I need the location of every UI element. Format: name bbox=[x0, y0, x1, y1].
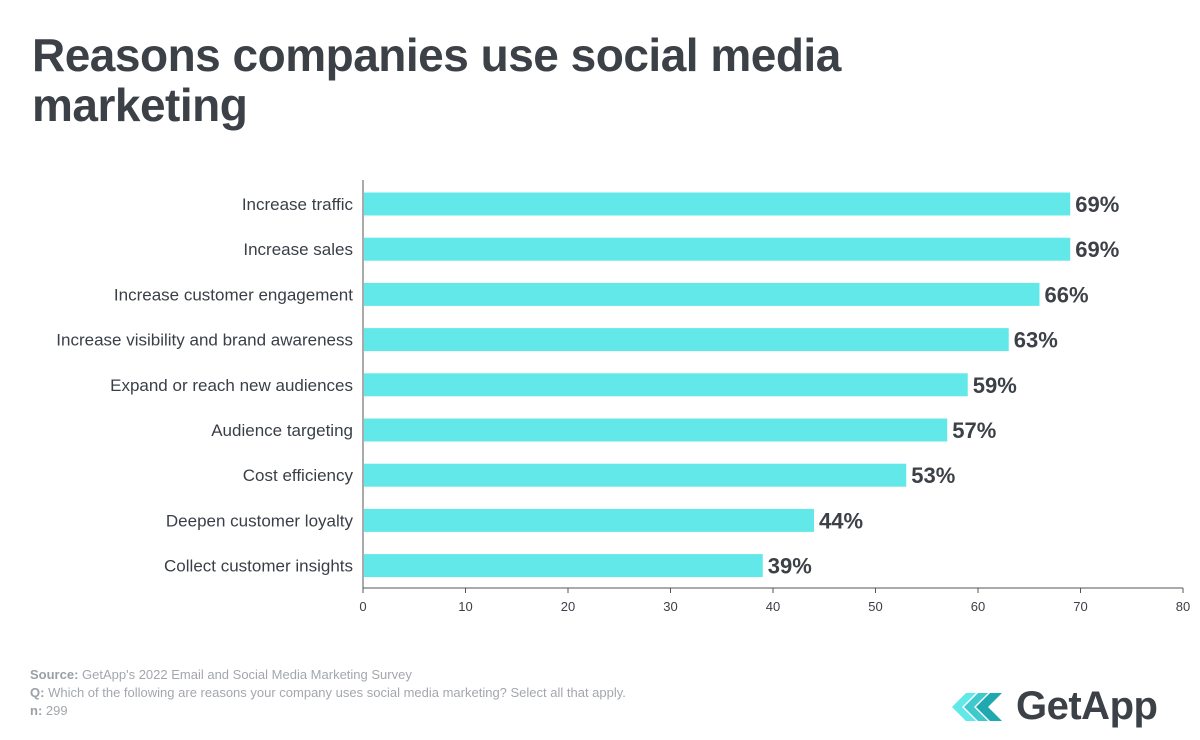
chart-footer: Source: GetApp's 2022 Email and Social M… bbox=[30, 666, 626, 720]
value-label: 57% bbox=[952, 418, 996, 443]
value-label: 53% bbox=[911, 463, 955, 488]
x-tick-label: 10 bbox=[458, 599, 472, 614]
bar bbox=[364, 508, 814, 532]
x-tick-label: 60 bbox=[971, 599, 985, 614]
bar bbox=[364, 373, 968, 397]
logo-text: GetApp bbox=[1016, 684, 1158, 728]
value-label: 69% bbox=[1075, 237, 1119, 262]
category-label: Increase sales bbox=[243, 240, 353, 259]
bar bbox=[364, 554, 763, 578]
x-tick-label: 20 bbox=[561, 599, 575, 614]
value-label: 66% bbox=[1045, 282, 1089, 307]
bar bbox=[364, 237, 1071, 261]
bar bbox=[364, 328, 1009, 352]
category-label: Increase traffic bbox=[242, 195, 354, 214]
value-label: 63% bbox=[1014, 328, 1058, 353]
value-label: 69% bbox=[1075, 192, 1119, 217]
category-label: Deepen customer loyalty bbox=[166, 511, 354, 530]
value-label: 39% bbox=[768, 554, 812, 579]
chart-title: Reasons companies use social media marke… bbox=[32, 29, 841, 131]
bar bbox=[364, 282, 1040, 306]
bar bbox=[364, 463, 907, 487]
x-tick-label: 30 bbox=[663, 599, 677, 614]
bar bbox=[364, 192, 1071, 216]
category-label: Increase customer engagement bbox=[114, 285, 353, 304]
x-tick-label: 80 bbox=[1176, 599, 1190, 614]
x-tick-label: 40 bbox=[766, 599, 780, 614]
getapp-logo: GetApp bbox=[952, 684, 1158, 729]
category-label: Increase visibility and brand awareness bbox=[56, 331, 353, 350]
x-tick-label: 0 bbox=[359, 599, 366, 614]
category-label: Audience targeting bbox=[211, 421, 353, 440]
x-tick-label: 70 bbox=[1073, 599, 1087, 614]
category-label: Cost efficiency bbox=[243, 466, 354, 485]
x-tick-label: 50 bbox=[868, 599, 882, 614]
category-label: Expand or reach new audiences bbox=[110, 376, 353, 395]
source-line: Source: GetApp's 2022 Email and Social M… bbox=[30, 667, 412, 682]
sample-size-line: n: 299 bbox=[30, 703, 68, 718]
value-label: 59% bbox=[973, 373, 1017, 398]
category-label: Collect customer insights bbox=[164, 557, 353, 576]
getapp-chevrons-icon bbox=[952, 692, 1002, 721]
value-label: 44% bbox=[819, 508, 863, 533]
question-line: Q: Which of the following are reasons yo… bbox=[30, 685, 626, 700]
bar bbox=[364, 418, 948, 442]
